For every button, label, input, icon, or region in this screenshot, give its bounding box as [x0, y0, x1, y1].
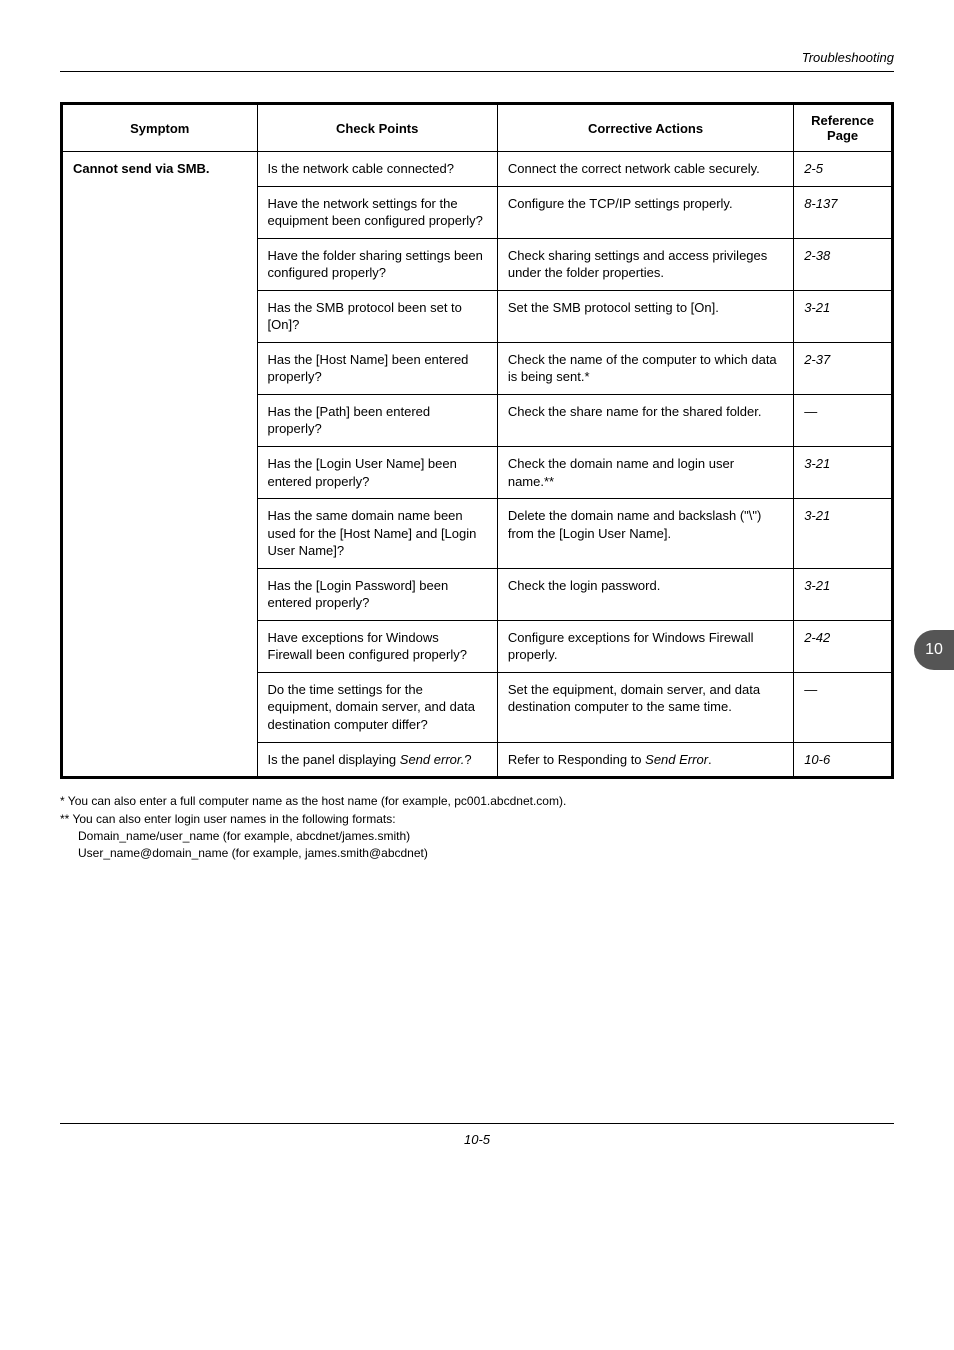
corrective-cell: Connect the correct network cable secure…	[497, 152, 793, 187]
check-cell: Have the folder sharing settings been co…	[257, 238, 497, 290]
troubleshooting-table: Symptom Check Points Corrective Actions …	[60, 102, 894, 779]
th-reference: Reference Page	[794, 104, 893, 152]
chapter-tab: 10	[914, 630, 954, 670]
reference-cell: —	[794, 672, 893, 742]
corrective-cell: Refer to Responding to Send Error.	[497, 742, 793, 778]
corrective-cell: Set the equipment, domain server, and da…	[497, 672, 793, 742]
reference-cell: 3-21	[794, 568, 893, 620]
reference-cell: 8-137	[794, 186, 893, 238]
footnote-2b: User_name@domain_name (for example, jame…	[60, 845, 894, 862]
th-corrective: Corrective Actions	[497, 104, 793, 152]
check-cell: Have exceptions for Windows Firewall bee…	[257, 620, 497, 672]
corrective-cell: Set the SMB protocol setting to [On].	[497, 290, 793, 342]
footnotes: * You can also enter a full computer nam…	[60, 793, 894, 863]
corrective-cell: Check the share name for the shared fold…	[497, 394, 793, 446]
reference-cell: —	[794, 394, 893, 446]
reference-cell: 10-6	[794, 742, 893, 778]
page-number: 10-5	[60, 1123, 894, 1147]
reference-cell: 2-38	[794, 238, 893, 290]
reference-cell: 2-5	[794, 152, 893, 187]
reference-cell: 3-21	[794, 290, 893, 342]
corrective-cell: Check the name of the computer to which …	[497, 342, 793, 394]
symptom-cell: Cannot send via SMB.	[62, 152, 258, 778]
check-cell: Has the [Login Password] been entered pr…	[257, 568, 497, 620]
check-cell: Has the [Login User Name] been entered p…	[257, 447, 497, 499]
th-symptom: Symptom	[62, 104, 258, 152]
th-check: Check Points	[257, 104, 497, 152]
reference-cell: 2-37	[794, 342, 893, 394]
header-rule	[60, 71, 894, 72]
header-section: Troubleshooting	[60, 50, 894, 65]
corrective-cell: Check sharing settings and access privil…	[497, 238, 793, 290]
check-cell: Do the time settings for the equipment, …	[257, 672, 497, 742]
check-cell: Has the [Host Name] been entered properl…	[257, 342, 497, 394]
check-cell: Is the network cable connected?	[257, 152, 497, 187]
footnote-2a: Domain_name/user_name (for example, abcd…	[60, 828, 894, 845]
corrective-cell: Configure exceptions for Windows Firewal…	[497, 620, 793, 672]
footnote-2: ** You can also enter login user names i…	[60, 811, 894, 828]
check-cell: Has the [Path] been entered properly?	[257, 394, 497, 446]
table-row: Cannot send via SMB.Is the network cable…	[62, 152, 893, 187]
corrective-cell: Delete the domain name and backslash ("\…	[497, 499, 793, 569]
reference-cell: 2-42	[794, 620, 893, 672]
check-cell: Have the network settings for the equipm…	[257, 186, 497, 238]
corrective-cell: Check the domain name and login user nam…	[497, 447, 793, 499]
check-cell: Has the SMB protocol been set to [On]?	[257, 290, 497, 342]
corrective-cell: Configure the TCP/IP settings properly.	[497, 186, 793, 238]
check-cell: Has the same domain name been used for t…	[257, 499, 497, 569]
reference-cell: 3-21	[794, 499, 893, 569]
reference-cell: 3-21	[794, 447, 893, 499]
footnote-1: * You can also enter a full computer nam…	[60, 793, 894, 810]
corrective-cell: Check the login password.	[497, 568, 793, 620]
check-cell: Is the panel displaying Send error.?	[257, 742, 497, 778]
